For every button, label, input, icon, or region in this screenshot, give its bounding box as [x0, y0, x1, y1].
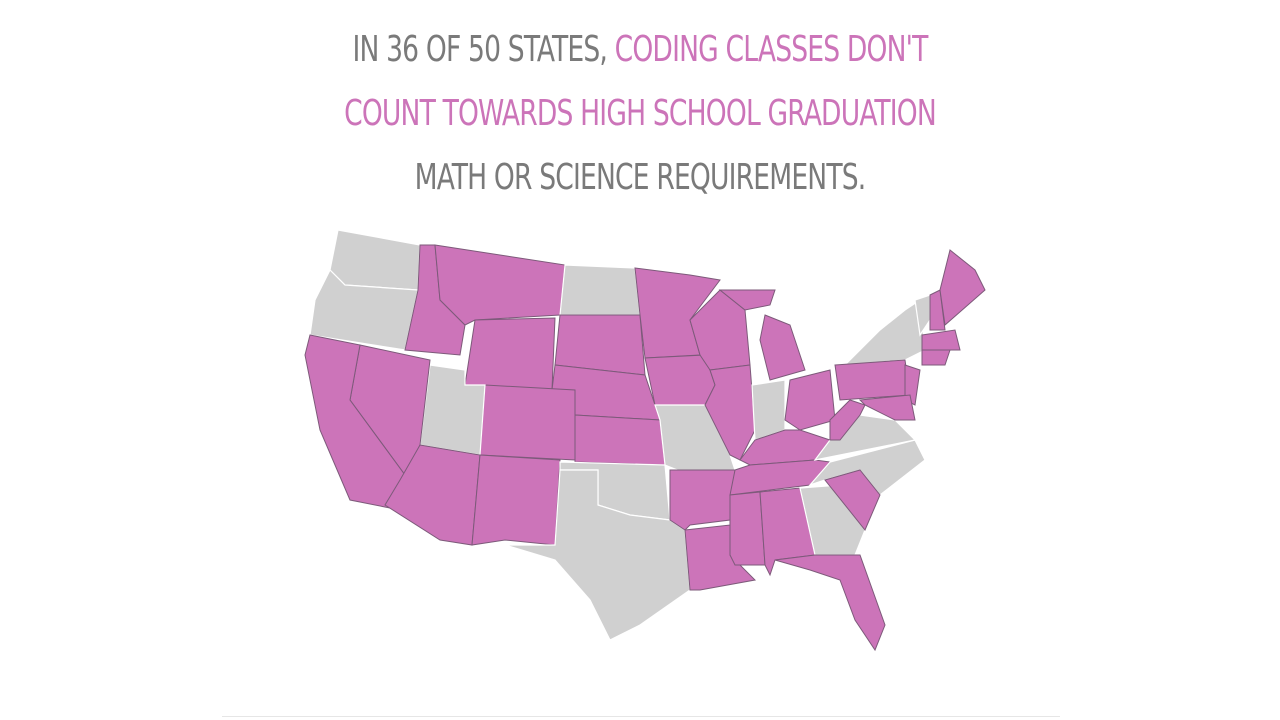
state-ny	[843, 298, 926, 366]
headline-line: COUNT TOWARDS HIGH SCHOOL GRADUATION	[115, 82, 1165, 146]
state-va	[813, 414, 917, 461]
divider	[222, 716, 1060, 717]
state-fl	[774, 554, 886, 652]
state-mt	[434, 244, 566, 326]
headline-line: MATH OR SCIENCE REQUIREMENTS.	[115, 146, 1165, 210]
state-mi-upper	[718, 289, 776, 311]
state-md-de	[858, 394, 916, 421]
headline-text: MATH OR SCIENCE REQUIREMENTS.	[414, 157, 867, 198]
state-wv	[829, 399, 866, 441]
state-ct-ri	[921, 349, 951, 366]
headline-text: IN 36 OF 50 STATES,	[352, 29, 607, 70]
headline: IN 36 OF 50 STATES, CODING CLASSES DON'T…	[115, 18, 1165, 210]
state-ma	[921, 329, 961, 351]
state-oh	[784, 369, 836, 431]
state-tx	[504, 469, 691, 641]
state-wy	[464, 317, 556, 391]
headline-highlight: CODING CLASSES DON'T	[614, 29, 929, 70]
state-wa	[329, 229, 421, 291]
state-ms	[729, 491, 766, 566]
state-mi	[759, 314, 806, 381]
headline-highlight: COUNT TOWARDS HIGH SCHOOL GRADUATION	[344, 93, 937, 134]
state-nm	[471, 454, 561, 546]
state-ks	[574, 414, 666, 466]
headline-line: IN 36 OF 50 STATES, CODING CLASSES DON'T	[115, 18, 1165, 82]
state-pa	[834, 359, 911, 401]
state-ar	[669, 469, 736, 531]
state-me	[939, 249, 986, 326]
state-in	[751, 379, 786, 441]
state-nd	[559, 264, 641, 316]
state-sc	[824, 469, 881, 531]
state-co	[479, 384, 576, 461]
state-il	[704, 364, 756, 461]
